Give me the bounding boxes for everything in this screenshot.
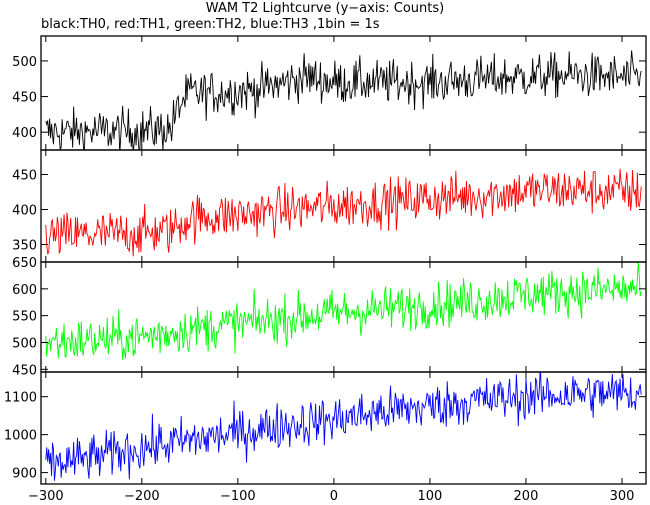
x-tick-label: 100	[418, 489, 443, 504]
y-tick-label: 550	[12, 310, 37, 325]
chart-title: WAM T2 Lightcurve (y−axis: Counts)	[205, 1, 445, 16]
x-tick-label: −300	[28, 489, 64, 504]
y-tick-label: 450	[12, 169, 37, 184]
chart-subtitle: black:TH0, red:TH1, green:TH2, blue:TH3 …	[41, 17, 380, 32]
x-tick-label: 0	[330, 489, 338, 504]
y-tick-label: 400	[12, 126, 37, 141]
series-line-th1	[45, 168, 642, 257]
series-line-th2	[45, 262, 642, 360]
y-tick-label: 500	[12, 55, 37, 70]
x-tick-label: −200	[124, 489, 160, 504]
panel-frame-1	[40, 149, 647, 263]
panel-frame-3	[40, 371, 647, 485]
panel-frame-2	[40, 261, 647, 373]
series-line-th0	[45, 50, 642, 150]
y-tick-label: 350	[12, 239, 37, 254]
y-tick-label: 1000	[4, 429, 37, 444]
y-tick-label: 450	[12, 91, 37, 106]
x-tick-label: 300	[610, 489, 635, 504]
y-tick-label: 450	[12, 363, 37, 378]
y-tick-label: 900	[12, 467, 37, 482]
y-tick-label: 600	[12, 283, 37, 298]
y-tick-label: 500	[12, 336, 37, 351]
series-line-th3	[45, 372, 642, 481]
y-tick-label: 1100	[4, 391, 37, 406]
y-tick-label: 400	[12, 204, 37, 219]
y-tick-label: 650	[12, 256, 37, 271]
x-tick-label: −100	[220, 489, 256, 504]
x-tick-label: 200	[514, 489, 539, 504]
